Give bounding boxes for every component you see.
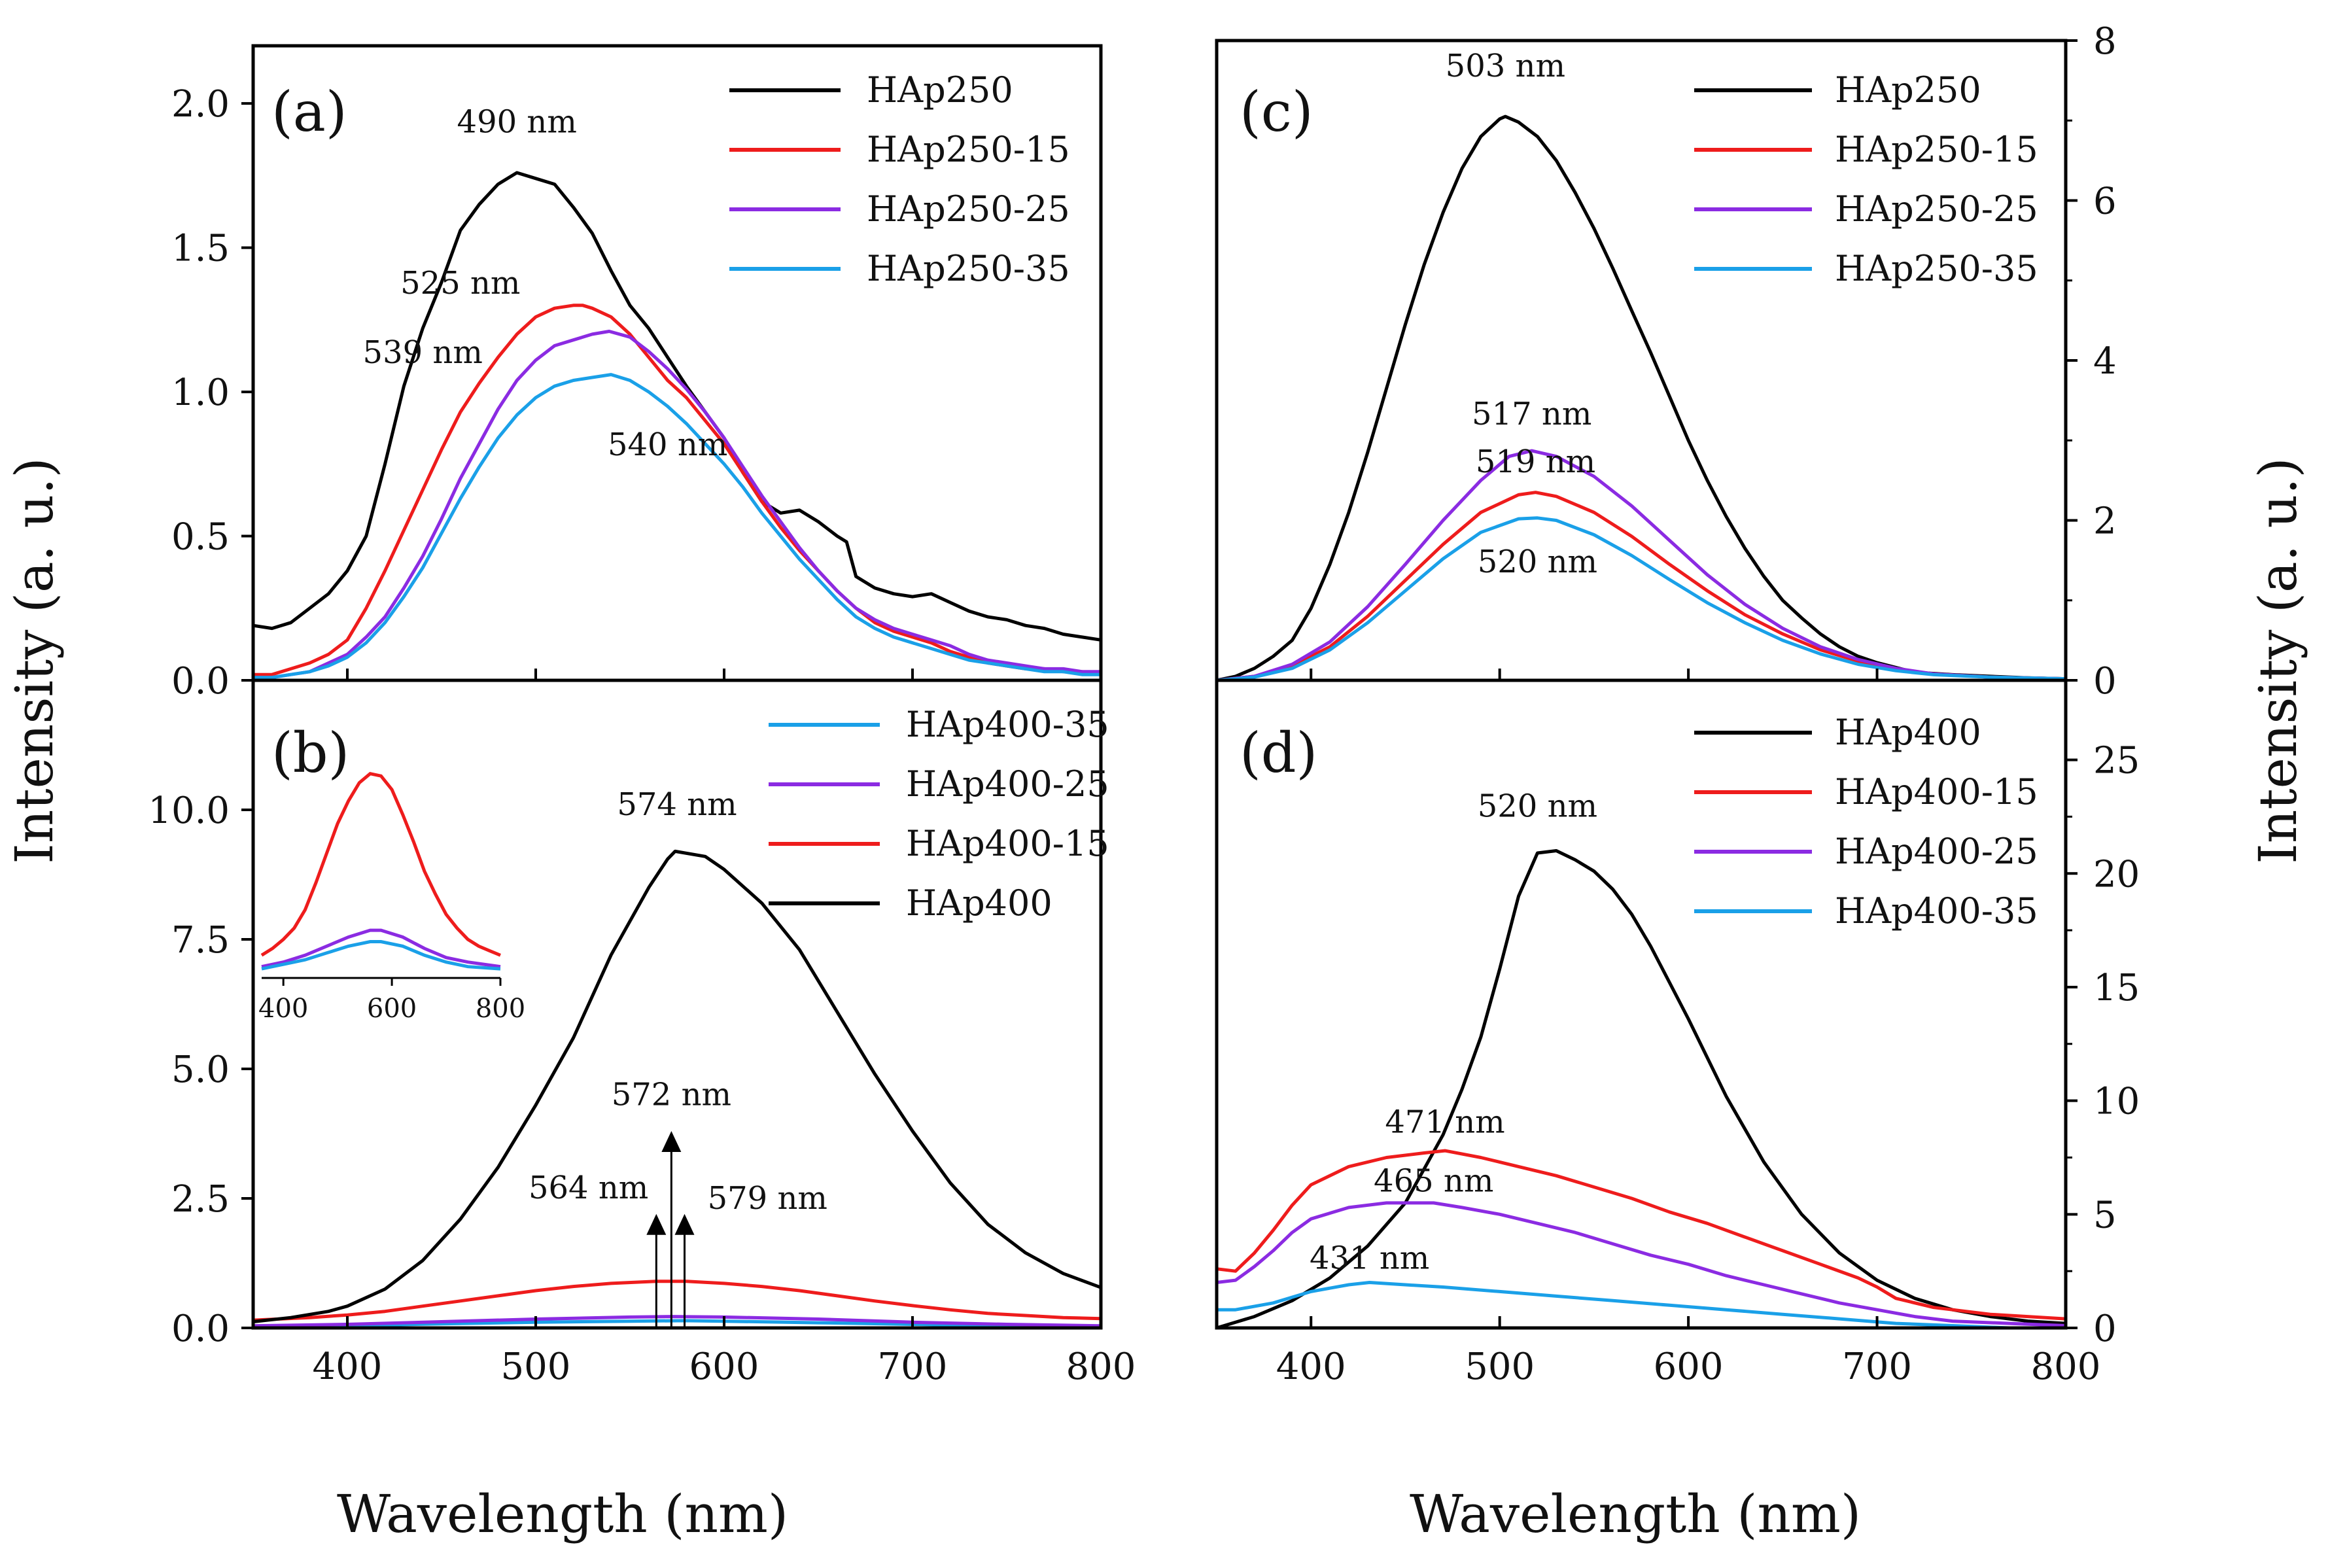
inset-x-tick-label-800: 800 — [476, 994, 525, 1024]
series-line-d-HAp400-35 — [1217, 1281, 2066, 1330]
peak-arrow-head-572 — [661, 1131, 682, 1153]
series-line-d-HAp400-25 — [1216, 1201, 2066, 1327]
x-tick-label-b-500: 500 — [501, 1346, 571, 1388]
peak-label-b-574-nm: 574 nm — [617, 786, 737, 823]
legend-label-a-HAp250-35: HAp250-35 — [867, 248, 1070, 289]
plots: 0.0 0.5 1.0 1.5 2.0 (a) HAp250 HAp250-15 HAp250-… — [148, 20, 2140, 1388]
inset-x-tick-label-600: 600 — [367, 994, 417, 1024]
x-tick-label-b-800: 800 — [1066, 1346, 1136, 1388]
peak-label-d-465-nm: 465 nm — [1374, 1163, 1493, 1200]
y-tick-label-d-5: 5 — [2093, 1194, 2117, 1236]
y-tick-label-a-2: 2.0 — [171, 83, 230, 126]
y-tick-label-d-25: 25 — [2093, 740, 2140, 782]
peak-label-a-490-nm: 490 nm — [457, 103, 577, 140]
panel-frame-d — [1215, 678, 2068, 1330]
peak-label-c-517-nm: 517 nm — [1472, 396, 1591, 432]
y-tick-label-d-20: 20 — [2093, 853, 2140, 896]
y-tick-label-d-15: 15 — [2093, 967, 2140, 1009]
x-axis-label-right: Wavelength (nm) — [1410, 1484, 1861, 1544]
series-line-c-HAp250-35 — [1216, 516, 2066, 682]
peak-label-d-520-nm: 520 nm — [1478, 788, 1597, 824]
y-tick-label-c-6: 6 — [2093, 181, 2117, 223]
x-tick-label-b-700: 700 — [878, 1346, 948, 1388]
y-tick-label-c-8: 8 — [2093, 20, 2117, 63]
x-tick-label-d-800: 800 — [2031, 1346, 2101, 1388]
y-tick-label-b-0: 0.0 — [171, 1308, 230, 1350]
inset-series-line-HAp400-25 — [261, 928, 501, 969]
peak-label-c-503-nm: 503 nm — [1446, 48, 1565, 84]
legend-label-c-HAp250-35: HAp250-35 — [1835, 248, 2038, 289]
y-axis-label-right: Intensity (a. u.) — [2248, 457, 2308, 863]
y-tick-label-a-0.5: 0.5 — [171, 516, 230, 559]
series-line-a-HAp250-25 — [253, 330, 1101, 680]
legend-label-b-HAp400-25: HAp400-25 — [906, 763, 1109, 805]
legend-label-c-HAp250-25: HAp250-25 — [1835, 188, 2038, 230]
peak-label-a-525-nm: 525 nm — [400, 265, 520, 302]
x-tick-label-b-600: 600 — [689, 1346, 759, 1388]
x-tick-label-d-500: 500 — [1465, 1346, 1535, 1388]
series-line-c-HAp250-25 — [1216, 449, 2066, 682]
legend-label-d-HAp400: HAp400 — [1835, 712, 1981, 753]
series-line-b-HAp400-15 — [252, 1280, 1102, 1322]
inset-series-line-HAp400-15 — [260, 772, 501, 957]
legend-label-b-HAp400-35: HAp400-35 — [906, 704, 1109, 745]
x-tick-label-d-400: 400 — [1276, 1346, 1346, 1388]
legend-label-a-HAp250-25: HAp250-25 — [867, 188, 1070, 230]
peak-label-b-572-nm: 572 nm — [612, 1076, 731, 1113]
y-axis-label-left: Intensity (a. u.) — [4, 457, 65, 863]
legend-label-d-HAp400-15: HAp400-15 — [1835, 771, 2038, 812]
peak-arrow-head-564 — [646, 1213, 667, 1235]
peak-label-b-564-nm: 564 nm — [529, 1170, 648, 1206]
x-tick-label-d-600: 600 — [1654, 1346, 1724, 1388]
series-line-a-HAp250 — [252, 171, 1102, 642]
y-tick-label-b-5: 5.0 — [171, 1049, 230, 1091]
legend-label-d-HAp400-35: HAp400-35 — [1835, 890, 2038, 932]
panel-letter-a: (a) — [271, 80, 347, 144]
legend-label-b-HAp400: HAp400 — [906, 882, 1052, 924]
series-line-c-HAp250-15 — [1216, 491, 2066, 682]
panel-letter-c: (c) — [1240, 80, 1313, 144]
y-tick-label-c-0: 0 — [2093, 660, 2117, 703]
peak-label-d-471-nm: 471 nm — [1385, 1104, 1504, 1140]
legend-label-d-HAp400-25: HAp400-25 — [1835, 831, 2038, 872]
panel-frame-b — [251, 678, 1103, 1330]
y-tick-label-c-4: 4 — [2093, 340, 2117, 383]
series-line-a-HAp250-35 — [253, 373, 1101, 680]
series-line-b-HAp400 — [252, 849, 1102, 1323]
y-tick-label-b-10: 10.0 — [148, 790, 230, 832]
y-tick-label-a-1: 1.0 — [171, 372, 230, 414]
y-tick-label-d-10: 10 — [2093, 1081, 2140, 1123]
peak-label-c-519-nm: 519 nm — [1476, 444, 1595, 480]
inset-x-tick-label-400: 400 — [258, 994, 308, 1024]
legend-label-c-HAp250-15: HAp250-15 — [1835, 129, 2038, 170]
x-axis-label-left: Wavelength (nm) — [337, 1484, 788, 1544]
peak-label-b-579-nm: 579 nm — [708, 1180, 827, 1217]
legend-label-b-HAp400-15: HAp400-15 — [906, 823, 1109, 864]
series-line-a-HAp250-15 — [253, 304, 1102, 676]
peak-label-a-540-nm: 540 nm — [608, 427, 727, 463]
peak-label-c-520-nm: 520 nm — [1478, 544, 1597, 580]
peak-label-a-539-nm: 539 nm — [363, 334, 483, 371]
peak-arrow-head-579 — [674, 1213, 695, 1235]
y-tick-label-a-0: 0.0 — [171, 660, 230, 703]
y-tick-label-b-2.5: 2.5 — [171, 1178, 230, 1221]
panel-letter-d: (d) — [1240, 721, 1317, 785]
inset-series-line-HAp400-35 — [261, 940, 501, 971]
legend-label-c-HAp250: HAp250 — [1835, 69, 1981, 111]
y-tick-label-a-1.5: 1.5 — [171, 228, 230, 270]
peak-label-d-431-nm: 431 nm — [1310, 1240, 1429, 1277]
legend-label-a-HAp250: HAp250 — [867, 69, 1013, 111]
series-line-d-HAp400-15 — [1216, 1149, 2066, 1321]
panel-letter-b: (b) — [271, 721, 349, 785]
y-tick-label-b-7.5: 7.5 — [171, 919, 230, 962]
series-line-d-HAp400 — [1216, 849, 2066, 1330]
y-tick-label-c-2: 2 — [2093, 500, 2117, 543]
x-tick-label-b-400: 400 — [313, 1346, 383, 1388]
series-line-c-HAp250 — [1216, 114, 2066, 682]
x-tick-label-d-700: 700 — [1842, 1346, 1912, 1388]
legend-label-a-HAp250-15: HAp250-15 — [867, 129, 1070, 170]
y-tick-label-d-0: 0 — [2093, 1308, 2117, 1350]
